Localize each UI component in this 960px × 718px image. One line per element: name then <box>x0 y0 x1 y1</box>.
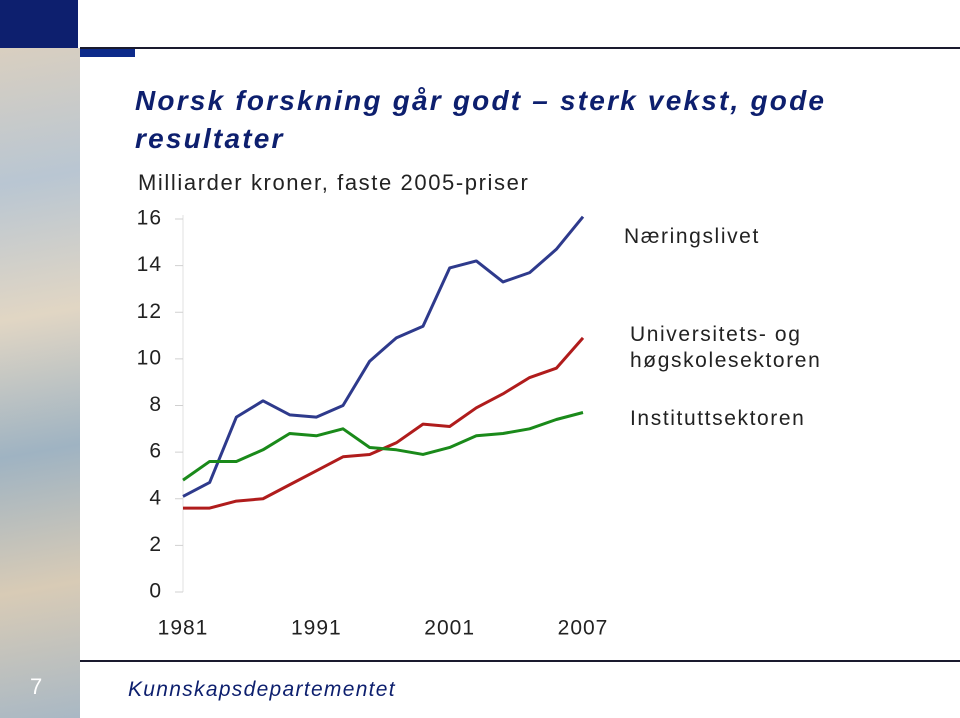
series-line <box>183 336 585 510</box>
footer: Kunnskapsdepartementet <box>128 678 396 701</box>
chart-title: Norsk forskning går godt – sterk vekst, … <box>135 85 827 154</box>
header-rule <box>80 47 960 49</box>
x-tick-label: 1981 <box>158 617 209 640</box>
footer-rule <box>80 660 960 662</box>
y-tick-label: 8 <box>149 393 162 416</box>
y-tick-label: 12 <box>137 300 162 323</box>
series-line <box>182 411 584 482</box>
x-tick-label: 2007 <box>558 617 609 640</box>
y-tick-label: 10 <box>137 346 162 369</box>
series-label: Instituttsektoren <box>630 407 806 430</box>
series-label: Næringslivet <box>624 225 760 248</box>
header-accent <box>80 49 135 57</box>
x-tick-label: 1991 <box>291 617 342 640</box>
y-tick-label: 16 <box>137 207 162 230</box>
y-tick-label: 14 <box>137 253 162 276</box>
y-tick-label: 0 <box>149 580 162 603</box>
y-tick-label: 6 <box>149 440 162 463</box>
page-number: 7 <box>30 674 43 699</box>
decorative-strip <box>0 48 80 718</box>
series-label: Universitets- og høgskolesektoren <box>630 323 822 372</box>
series-line <box>182 215 585 498</box>
corner-block <box>0 0 78 48</box>
x-tick-label: 2001 <box>424 617 475 640</box>
chart-subtitle: Milliarder kroner, faste 2005-priser <box>138 170 530 195</box>
y-tick-label: 4 <box>149 486 162 509</box>
y-tick-label: 2 <box>149 533 162 556</box>
